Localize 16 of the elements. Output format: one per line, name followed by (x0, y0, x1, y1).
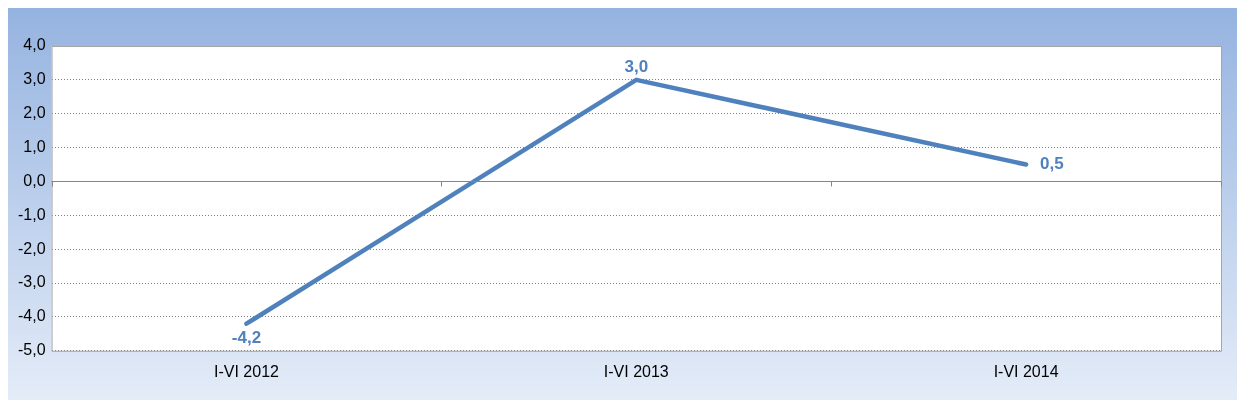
y-tick-label: 4,0 (23, 36, 46, 54)
x-tick-label: I-VI 2013 (603, 362, 669, 380)
y-tick-label: 1,0 (23, 138, 46, 156)
data-label: 0,5 (1040, 154, 1064, 174)
x-tick-label: I-VI 2014 (993, 362, 1059, 380)
y-tick-label: -2,0 (17, 239, 46, 257)
y-tick-label: 0,0 (23, 171, 46, 189)
y-tick-label: 3,0 (23, 70, 46, 88)
y-tick-label: -1,0 (17, 205, 46, 223)
y-tick-label: -4,0 (17, 307, 46, 325)
y-tick-label: -5,0 (17, 341, 46, 359)
data-label: -4,2 (231, 327, 262, 347)
data-label: 3,0 (624, 57, 649, 77)
y-tick-label: -3,0 (17, 273, 46, 291)
y-tick-label: 2,0 (23, 104, 46, 122)
x-tick-label: I-VI 2012 (214, 362, 280, 380)
